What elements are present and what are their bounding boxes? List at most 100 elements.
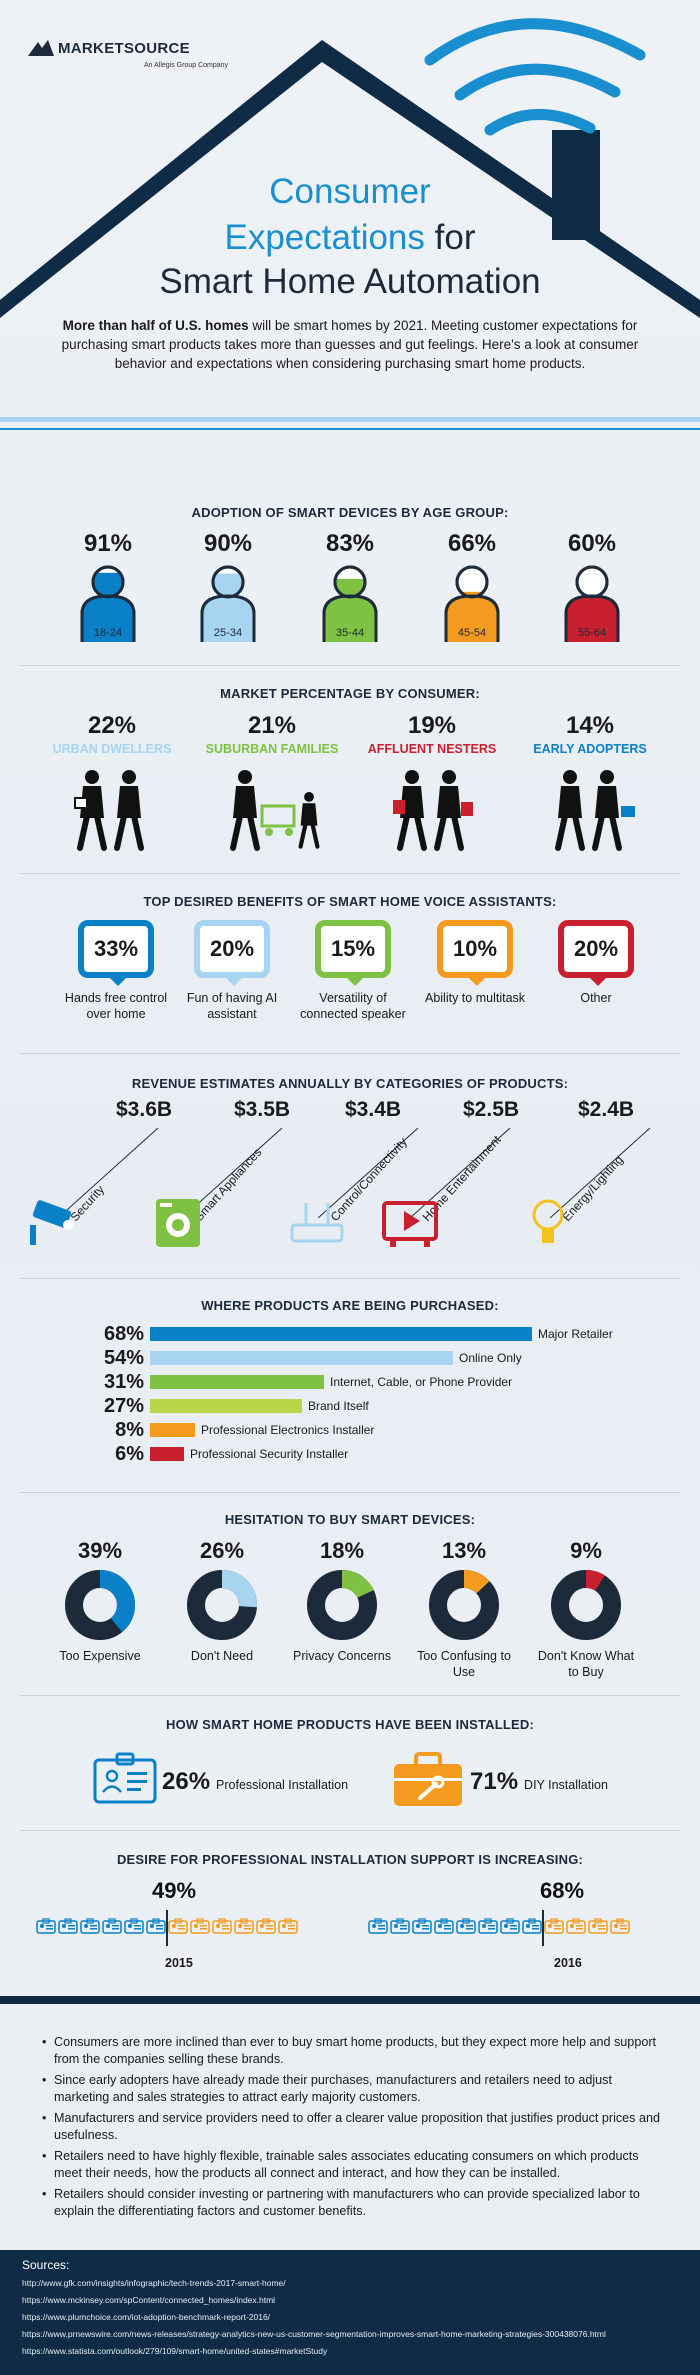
donut-segment (429, 1570, 499, 1640)
title-line-1: Consumer (269, 172, 431, 211)
revenue-amount: $2.4B (578, 1098, 635, 1121)
donut-segment (65, 1570, 135, 1640)
revenue-leader-line (58, 1128, 159, 1218)
source-link[interactable]: https://www.plumchoice.com/iot-adoption-… (22, 2312, 271, 2322)
market-segment-item: 14% EARLY ADOPTERS (510, 712, 670, 852)
support-2016-pct: 68% (540, 1878, 585, 1903)
brand-tagline: An Allegis Group Company (144, 62, 229, 69)
professional-badge-icon (93, 1752, 157, 1804)
age-group-item: 91% 18-24 (73, 530, 143, 642)
purchase-label: Professional Electronics Installer (201, 1423, 375, 1437)
support-2015-pct: 49% (152, 1878, 197, 1903)
purchase-pct: 27% (103, 1394, 144, 1417)
id-badge-icon (212, 1918, 232, 1934)
market-pct: 21% (247, 712, 297, 739)
purchase-label: Internet, Cable, or Phone Provider (330, 1375, 513, 1389)
support-2015-year: 2015 (165, 1956, 193, 1970)
id-badge-icon (610, 1918, 630, 1934)
purchase-label: Online Only (459, 1351, 522, 1365)
purchase-section-title: WHERE PRODUCTS ARE BEING PURCHASED: (201, 1298, 499, 1313)
walking-couple-icon (74, 770, 144, 851)
donut-segment (551, 1570, 621, 1640)
person-head-icon: 55-64 (564, 565, 620, 642)
lightbulb-icon (532, 1199, 564, 1243)
market-segment-item: 19% AFFLUENT NESTERS (352, 712, 512, 852)
age-pct: 60% (567, 530, 617, 557)
purchase-bar (150, 1327, 532, 1341)
benefit-item: 20% Other (541, 920, 651, 1006)
hesitation-pct: 26% (199, 1538, 245, 1563)
market-pct: 14% (565, 712, 615, 739)
benefit-label: Other (580, 991, 612, 1005)
market-label: EARLY ADOPTERS (533, 742, 647, 756)
purchase-bar (150, 1423, 195, 1437)
purchase-pct: 8% (115, 1418, 144, 1441)
age-group-label: 45-54 (458, 627, 486, 639)
hesitation-label: Privacy Concerns (293, 1649, 391, 1663)
professional-pct: 26% (162, 1768, 211, 1795)
market-label: URBAN DWELLERS (52, 742, 172, 756)
donut-segment (307, 1570, 377, 1640)
age-group-label: 55-64 (578, 627, 606, 639)
age-section-title: ADOPTION OF SMART DEVICES BY AGE GROUP: (191, 505, 509, 520)
revenue-leader-line (318, 1128, 419, 1218)
id-badge-icon (278, 1918, 298, 1934)
intro-rest: will be smart homes by 2021. Meeting cus… (61, 318, 639, 371)
speech-bubble-icon: 20% (194, 920, 270, 986)
person-head-icon: 18-24 (80, 565, 136, 642)
source-link[interactable]: http://www.gfk.com/insights/infographic/… (22, 2278, 286, 2288)
donut-chart (65, 1570, 135, 1640)
source-link[interactable]: https://www.prnewswire.com/news-releases… (22, 2329, 606, 2339)
hesitation-pct: 39% (77, 1538, 123, 1563)
hesitation-pct: 9% (570, 1538, 602, 1563)
age-group-label: 35-44 (336, 627, 364, 639)
age-group-item: 83% 35-44 (315, 530, 385, 642)
person-head-icon: 25-34 (200, 565, 256, 642)
hesitation-label: Don't Know What to Buy (537, 1649, 635, 1679)
id-badge-icon (434, 1918, 454, 1934)
age-group-label: 25-34 (214, 627, 242, 639)
person-head-icon: 35-44 (322, 565, 378, 642)
hesitation-item: 26% Don't Need (167, 1538, 277, 1664)
age-group-item: 60% 55-64 (557, 530, 627, 642)
installed-section-title: HOW SMART HOME PRODUCTS HAVE BEEN INSTAL… (166, 1717, 534, 1732)
market-segment-item: 22% URBAN DWELLERS (32, 712, 192, 852)
benefit-item: 15% Versatility of connected speaker (298, 920, 408, 1022)
hesitation-item: 9% Don't Know What to Buy (531, 1538, 641, 1680)
divider (20, 665, 680, 666)
benefit-label: Fun of having AI assistant (186, 991, 278, 1021)
source-link[interactable]: https://www.mckinsey.com/spContent/conne… (22, 2295, 276, 2305)
benefit-label: Ability to multitask (424, 991, 526, 1005)
id-badge-icon (256, 1918, 276, 1934)
hesitation-item: 39% Too Expensive (45, 1538, 155, 1664)
diy-pct: 71% (470, 1768, 519, 1795)
router-icon (290, 1203, 344, 1243)
hesitation-label: Too Expensive (59, 1649, 141, 1663)
purchase-pct: 31% (103, 1370, 144, 1393)
id-badge-icon (36, 1918, 56, 1934)
takeaways-section: Consumers are more inclined than ever to… (0, 2010, 700, 2250)
market-pct: 22% (87, 712, 137, 739)
donut-chart (187, 1570, 257, 1640)
revenue-amount: $3.6B (116, 1098, 173, 1121)
purchase-bar (150, 1375, 324, 1389)
source-link[interactable]: https://www.statista.com/outlook/279/109… (22, 2346, 328, 2356)
takeaway-item: Since early adopters have already made t… (42, 2072, 662, 2106)
donut-chart (551, 1570, 621, 1640)
id-badge-icon (588, 1918, 608, 1934)
intro-bold: More than half of U.S. homes (62, 318, 249, 333)
divider (20, 1695, 680, 1696)
year-marker (166, 1910, 168, 1946)
id-badge-icon (456, 1918, 476, 1934)
divider (20, 1278, 680, 1279)
benefit-item: 33% Hands free control over home (61, 920, 171, 1022)
hesitation-pct: 18% (319, 1538, 365, 1563)
sources-title: Sources: (22, 2258, 70, 2272)
diy-label: DIY Installation (524, 1778, 608, 1792)
id-badge-icon (234, 1918, 254, 1934)
purchase-bar (150, 1351, 453, 1365)
donut-chart (307, 1570, 377, 1640)
purchase-pct: 54% (103, 1346, 144, 1369)
purchase-bar-row: 68% Major Retailer (92, 1323, 613, 1345)
running-couple-icon (555, 770, 635, 851)
